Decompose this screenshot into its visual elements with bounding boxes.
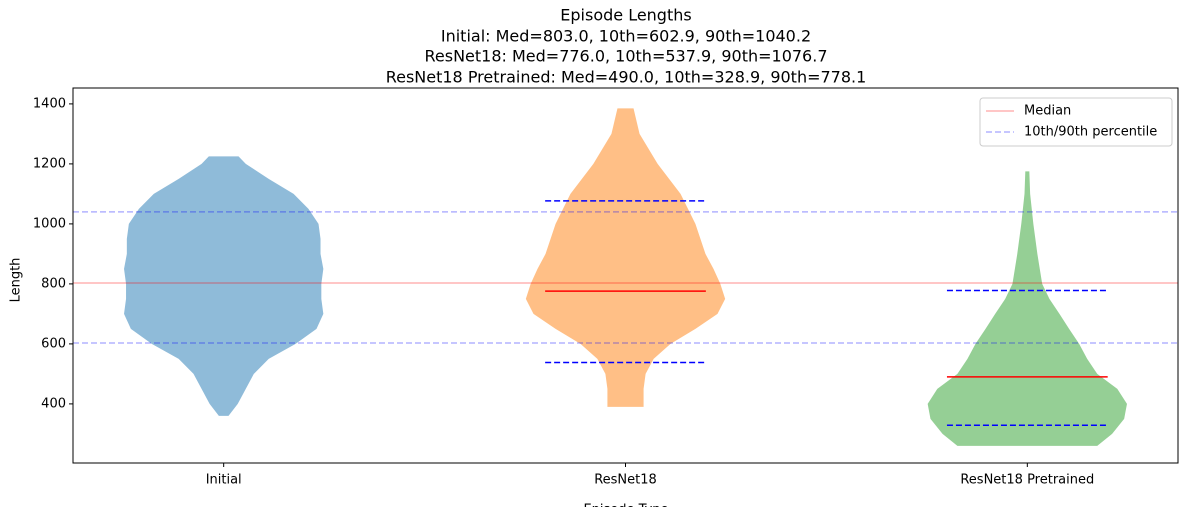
- y-tick-label: 800: [41, 276, 66, 291]
- chart-subtitle: Initial: Med=803.0, 10th=602.9, 90th=104…: [441, 27, 811, 46]
- y-axis-label: Length: [9, 258, 24, 303]
- legend-label: 10th/90th percentile: [1024, 125, 1157, 140]
- plot-frame: [72, 87, 1179, 464]
- violin-body: [124, 156, 324, 416]
- y-tick-label: 1400: [33, 96, 66, 111]
- x-tick-label: Initial: [206, 473, 242, 488]
- chart-title: Episode Lengths: [560, 6, 691, 25]
- chart-subtitle: ResNet18 Pretrained: Med=490.0, 10th=328…: [386, 68, 867, 87]
- y-tick-label: 600: [41, 336, 66, 351]
- y-tick-label: 400: [41, 396, 66, 411]
- violin-body: [525, 108, 726, 407]
- x-axis-label: Episode Type: [583, 503, 668, 507]
- chart-subtitle: ResNet18: Med=776.0, 10th=537.9, 90th=10…: [424, 47, 827, 66]
- y-tick-label: 1000: [33, 216, 66, 231]
- x-tick-label: ResNet18: [594, 473, 657, 488]
- legend-label: Median: [1024, 104, 1071, 119]
- y-tick-label: 1200: [33, 156, 66, 171]
- legend-box: [979, 97, 1173, 147]
- x-tick-label: ResNet18 Pretrained: [960, 473, 1094, 488]
